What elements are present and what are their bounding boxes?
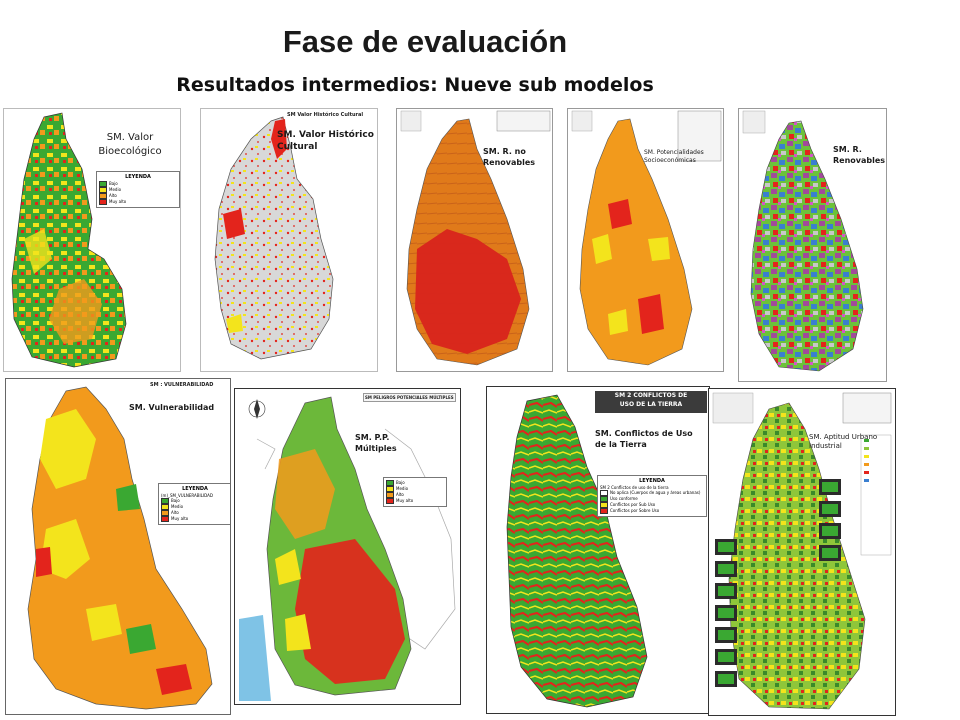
legend-item-label: Bajo [396, 480, 405, 486]
map-recursos-renovables: SM. R. Renovables [738, 108, 887, 382]
legend-item: Alto [161, 509, 229, 516]
map-label-line2: Cultural [277, 142, 318, 153]
legend-title: LEYENDA [639, 478, 665, 484]
map-valor-historico-cultural: SM Valor Histórico Cultural SM. Valor Hi… [200, 108, 378, 372]
legend-item-label: Alto [171, 510, 179, 516]
map-label-line1: SM. Potencialidades [644, 149, 704, 156]
legend-item: Muy alto [161, 515, 229, 522]
legend-item: Muy alto [386, 498, 444, 504]
legend-item: Medio [99, 186, 177, 193]
legend-title: LEYENDA [182, 486, 208, 492]
map-label: SM. Vulnerabilidad [129, 403, 215, 412]
legend-item-label: Alto [109, 192, 117, 198]
map-label-line1: SM. Valor [106, 132, 154, 143]
map-label-line2: Socioeconómicas [644, 157, 696, 165]
map-label: SM. R. no Renovables [483, 147, 535, 169]
legend-item-label: Medio [396, 486, 409, 492]
map-label-line2: Renovables [833, 155, 886, 165]
map-header-line2: USO DE LA TIERRA [619, 401, 683, 408]
legend-item: Bajo [386, 480, 444, 486]
legend-item-label: Uso conforme [610, 496, 638, 502]
map-recursos-no-renovables: SM. R. no Renovables [396, 108, 553, 372]
legend-item: Bajo [99, 180, 177, 187]
legend-item: Uso conforme [600, 495, 704, 502]
map-label: SM. P.P. Múltiples [355, 433, 397, 455]
map-valor-historico-shape [214, 116, 334, 360]
map-legend: LEYENDA (m)_SM_VULNERABILIDAD Bajo Medio… [158, 483, 230, 525]
map-label: SM. Valor Bioecológico [90, 131, 170, 158]
slide-subtitle: Resultados intermedios: Nueve sub modelo… [176, 74, 654, 96]
map-legend: Bajo Medio Alto Muy alto [383, 477, 447, 507]
map-label-line1: SM. Aptitud Urbano [809, 433, 878, 441]
map-conflictos-shape [506, 394, 648, 708]
map-label: SM. Aptitud Urbano Industrial [809, 433, 877, 452]
map-label-line2: Renovables [483, 157, 536, 167]
map-header: SM : VULNERABILIDAD [150, 382, 214, 388]
legend-item: Alto [386, 492, 444, 498]
map-header-line1: SM 2 CONFLICTOS DE [614, 392, 688, 399]
map-label-line2: Múltiples [355, 443, 397, 453]
map-header: SM 2 CONFLICTOS DE USO DE LA TIERRA [595, 391, 707, 413]
map-label: SM. R. Renovables [833, 145, 885, 167]
map-label-line1: SM. Valor Histórico [277, 130, 374, 140]
map-label: SM. Potencialidades Socioeconómicas [644, 149, 704, 165]
legend-subtitle: (m)_SM_VULNERABILIDAD [161, 492, 213, 498]
legend-item: No aplica (Cuerpos de agua y áreas urban… [600, 489, 704, 496]
map-r-no-renovables-shape [400, 110, 551, 366]
legend-item: Conflictos por Sobre Uso [600, 507, 704, 514]
map-pp-multiples-shape [237, 391, 458, 702]
map-potencialidades-socioeconomicas: SM. Potencialidades Socioeconómicas [567, 108, 724, 372]
legend-item: Bajo [161, 497, 229, 504]
legend-item-label: Muy alto [109, 198, 127, 204]
map-valor-bioecologico-shape [11, 112, 127, 368]
legend-item-label: No aplica (Cuerpos de agua y áreas urban… [610, 490, 701, 496]
map-legend: LEYENDA Bajo Medio Alto Muy alto [96, 171, 180, 208]
map-vulnerabilidad-shape [27, 386, 213, 710]
legend-item-label: Conflictos por Sobre Uso [610, 508, 660, 514]
legend-item-label: Muy alto [396, 498, 414, 504]
legend-item-label: Bajo [171, 498, 180, 504]
legend-item: Muy alto [99, 198, 177, 205]
legend-item-label: Medio [171, 504, 184, 510]
map-label-line1: SM. R. no [483, 147, 526, 156]
legend-item: Alto [99, 192, 177, 199]
map-header: SM Valor Histórico Cultural [287, 112, 364, 118]
map-label-line1: SM. P.P. [355, 433, 390, 442]
map-label-line2: Bioecológico [98, 145, 162, 157]
map-potencialidades-shape [571, 110, 722, 366]
map-legend: LEYENDA SM 2 Conflictos de uso de la tie… [597, 475, 707, 517]
map-label: SM. Conflictos de Uso de la Tierra [595, 429, 693, 451]
map-aptitud-shape [712, 392, 892, 710]
legend-item-label: Alto [396, 492, 404, 498]
legend-item: Medio [161, 503, 229, 510]
map-aptitud-urbano-industrial: SM. Aptitud Urbano Industrial [708, 388, 896, 716]
map-label-line2: de la Tierra [595, 439, 647, 449]
legend-subtitle: SM 2 Conflictos de uso de la tierra [600, 484, 669, 490]
map-header: SM PELIGROS POTENCIALES MÚLTIPLES [363, 393, 456, 402]
map-label-line1: SM. R. [833, 145, 862, 154]
map-peligros-potenciales-multiples: SM PELIGROS POTENCIALES MÚLTIPLES SM. P.… [234, 388, 461, 705]
legend-item-label: Bajo [109, 180, 118, 186]
legend-item: Medio [386, 486, 444, 492]
legend-item-label: Conflictos por Sub Uso [610, 502, 656, 508]
map-valor-bioecologico: SM. Valor Bioecológico LEYENDA Bajo Medi… [3, 108, 181, 372]
map-conflictos-uso-tierra: SM 2 CONFLICTOS DE USO DE LA TIERRA SM. … [486, 386, 710, 714]
legend-item-label: Muy alto [171, 516, 189, 522]
slide-title: Fase de evaluación [282, 24, 568, 59]
map-label-line2: Industrial [809, 442, 842, 451]
legend-item: Conflictos por Sub Uso [600, 501, 704, 508]
map-vulnerabilidad: SM : VULNERABILIDAD SM. Vulnerabilidad L… [5, 378, 231, 715]
map-label-line1: SM. Conflictos de Uso [595, 429, 693, 438]
map-r-renovables-shape [742, 110, 864, 372]
legend-title: LEYENDA [125, 174, 151, 180]
map-label: SM. Valor Histórico Cultural [277, 129, 374, 153]
legend-item-label: Medio [109, 186, 122, 192]
